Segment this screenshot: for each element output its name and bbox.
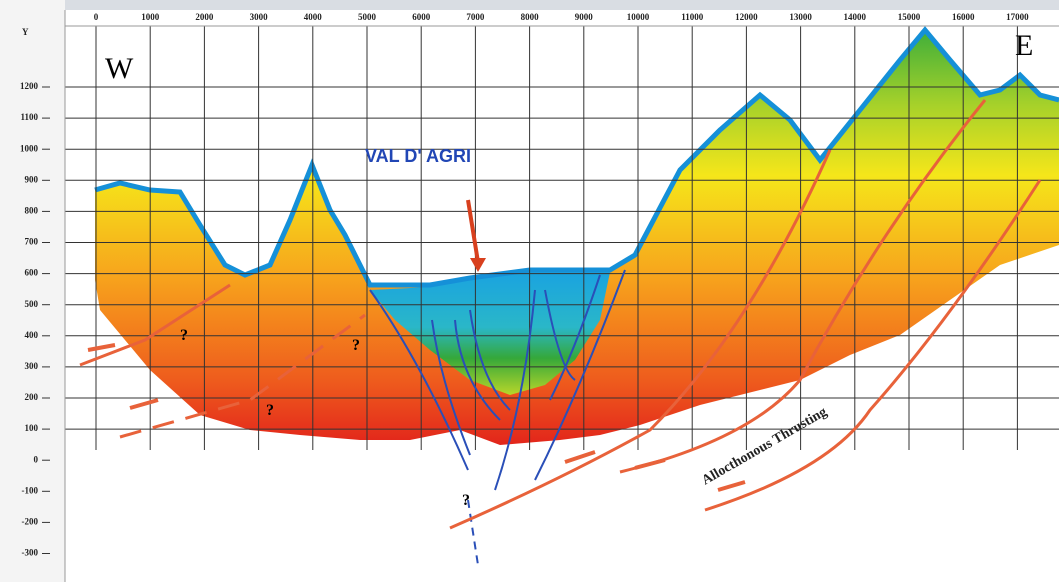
grid (65, 26, 1059, 450)
arrow (87, 343, 746, 492)
y-tick-label: 900 (25, 174, 39, 184)
thrusting-label: Allocthonous Thrusting (700, 405, 830, 489)
y-tick-label: 200 (25, 392, 39, 402)
fault-line (454, 319, 501, 421)
thrusts (79, 99, 1042, 530)
x-tick-label: 8000 (521, 12, 540, 22)
question-mark: ? (462, 492, 470, 509)
x-tick-label: 11000 (681, 12, 704, 22)
y-tick-label: 300 (25, 361, 39, 371)
fault-line (431, 319, 471, 456)
header-strip (0, 0, 1059, 10)
pointer-arrowhead (470, 258, 486, 272)
question-mark: ? (352, 337, 360, 354)
x-tick-label: 4000 (304, 12, 323, 22)
valley-label: VAL D' AGRI (365, 146, 471, 166)
x-tick-label: 1000 (141, 12, 160, 22)
x-tick-label: 15000 (898, 12, 921, 22)
y-tick-label: 800 (25, 205, 39, 215)
y-tick-label: 700 (25, 237, 39, 247)
thrust-line (119, 313, 366, 439)
valley-fill (370, 272, 610, 395)
y-tick-label: -100 (22, 485, 39, 495)
x-tick-label: 14000 (844, 12, 867, 22)
faults (369, 269, 626, 566)
fault-line (549, 274, 601, 401)
west-label: W (105, 52, 134, 85)
x-tick-label: 17000 (1006, 12, 1029, 22)
x-tick-label: 2000 (195, 12, 214, 22)
terrain-section (95, 30, 1059, 445)
fault-line (469, 309, 511, 411)
x-tick-label: 13000 (789, 12, 812, 22)
y-tick-label: 100 (25, 423, 39, 433)
x-tick-label: 0 (94, 12, 99, 22)
surface-line (94, 26, 1059, 288)
x-tick-label: 7000 (466, 12, 485, 22)
y-tick-label: 1100 (20, 112, 38, 122)
y-tick-label: -300 (22, 548, 39, 558)
y-tick-label: 600 (25, 268, 39, 278)
fault-line (534, 269, 626, 481)
question-mark: ? (266, 402, 274, 419)
fault-line (544, 289, 576, 381)
y-tick-label: 1000 (20, 143, 39, 153)
thrust-line (449, 149, 832, 530)
east-label: E (1015, 29, 1033, 62)
x-tick-label: 10000 (627, 12, 650, 22)
fault-extension (467, 499, 479, 566)
x-tick-label: 3000 (250, 12, 269, 22)
thrust-line (79, 283, 231, 367)
pointer-arrow (466, 199, 480, 263)
thrust-line (619, 99, 987, 474)
x-tick-label: 16000 (952, 12, 975, 22)
x-tick-label: 5000 (358, 12, 377, 22)
fault-line (494, 289, 536, 491)
x-tick-label: 9000 (575, 12, 594, 22)
x-tick-label: 6000 (412, 12, 431, 22)
fault-line (369, 289, 469, 471)
y-tick-label: 1200 (20, 81, 39, 91)
y-axis-panel (0, 0, 65, 582)
y-tick-label: -200 (22, 516, 39, 526)
question-mark: ? (180, 327, 188, 344)
thrust-line (704, 179, 1042, 512)
x-tick-label: 12000 (735, 12, 758, 22)
y-tick-label: 0 (34, 454, 39, 464)
y-axis-label: Y (22, 27, 29, 37)
y-tick-label: 400 (25, 330, 39, 340)
y-tick-label: 500 (25, 299, 39, 309)
